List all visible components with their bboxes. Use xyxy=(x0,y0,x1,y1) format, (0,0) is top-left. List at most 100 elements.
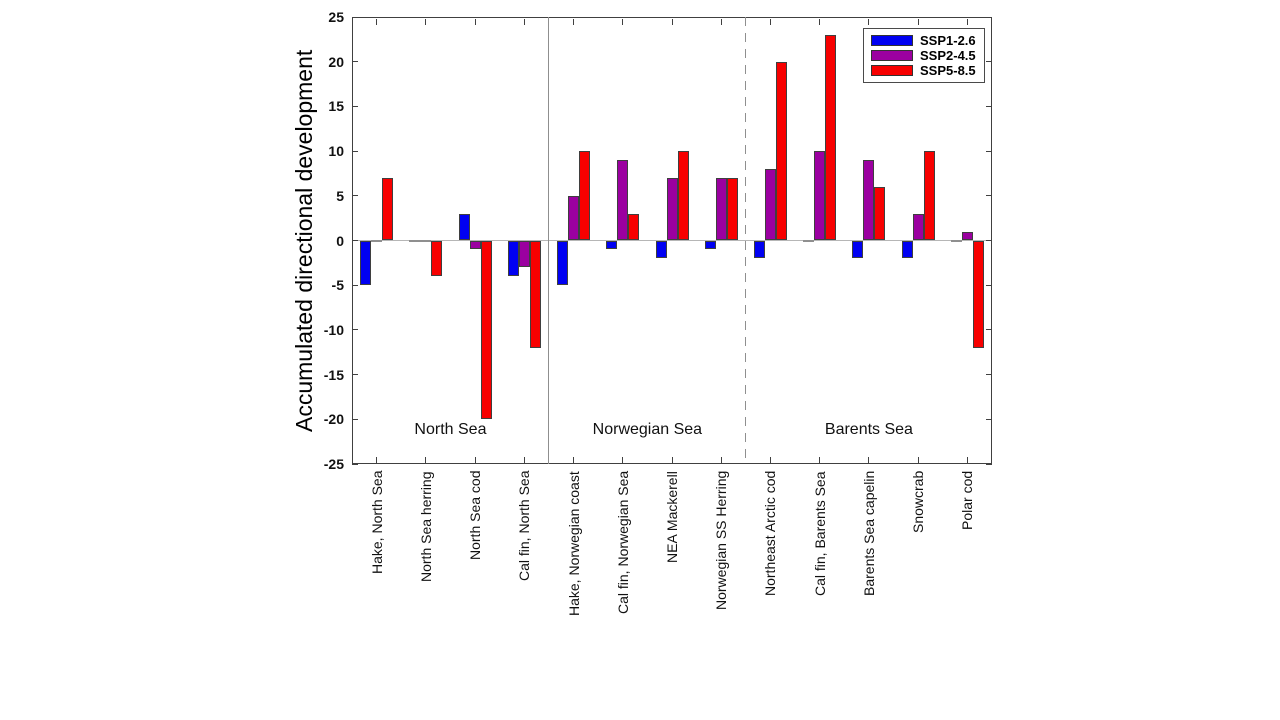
x-tick xyxy=(819,18,821,25)
bar-ssp2-4.5 xyxy=(764,168,776,241)
x-tick xyxy=(917,18,919,25)
x-tick xyxy=(769,456,771,463)
region-label: Barents Sea xyxy=(824,421,913,438)
x-tick xyxy=(523,18,525,25)
x-tick xyxy=(671,456,673,463)
region-label: Norwegian Sea xyxy=(592,421,703,438)
y-tick-label: -20 xyxy=(323,411,344,428)
x-category-label: Cal fin, North Sea xyxy=(516,471,533,582)
y-tick xyxy=(986,418,992,420)
y-tick xyxy=(352,329,358,331)
bar-zero xyxy=(371,239,383,242)
y-tick-label: 10 xyxy=(328,143,344,160)
bar-ssp2-4.5 xyxy=(568,195,580,241)
bar-ssp1-2.6 xyxy=(458,213,470,241)
bar-ssp1-2.6 xyxy=(606,240,618,250)
y-tick xyxy=(352,61,358,63)
bar-ssp5-8.5 xyxy=(825,34,837,241)
legend-row: SSP5-8.5 xyxy=(871,63,984,78)
legend-label: SSP2-4.5 xyxy=(920,48,976,63)
y-tick xyxy=(986,374,992,376)
zero-line xyxy=(352,239,992,242)
y-tick xyxy=(352,418,358,420)
x-tick xyxy=(474,18,476,25)
bar-ssp1-2.6 xyxy=(360,240,372,286)
bar-ssp1-2.6 xyxy=(557,240,569,286)
y-tick xyxy=(352,105,358,107)
y-tick xyxy=(352,463,358,465)
x-tick xyxy=(376,18,378,25)
y-tick xyxy=(352,284,358,286)
bar-ssp5-8.5 xyxy=(775,61,787,241)
legend-label: SSP5-8.5 xyxy=(920,63,976,78)
bar-zero xyxy=(420,239,432,242)
bar-ssp5-8.5 xyxy=(972,240,984,348)
y-tick xyxy=(986,463,992,465)
x-category-label: Polar cod xyxy=(959,471,976,531)
x-tick xyxy=(523,456,525,463)
bar-ssp5-8.5 xyxy=(628,213,640,241)
y-tick-label: 15 xyxy=(328,98,344,115)
bar-ssp1-2.6 xyxy=(704,240,716,250)
region-label: North Sea xyxy=(414,421,487,438)
bar-ssp5-8.5 xyxy=(529,240,541,348)
x-category-label: North Sea cod xyxy=(467,471,484,561)
legend-swatch-ssp5 xyxy=(871,65,913,76)
y-tick xyxy=(986,150,992,152)
y-tick xyxy=(986,195,992,197)
bar-zero xyxy=(409,239,421,242)
bar-ssp2-4.5 xyxy=(469,240,481,250)
bar-zero xyxy=(803,239,815,242)
y-tick-label: -5 xyxy=(331,277,344,294)
bar-ssp5-8.5 xyxy=(726,177,738,241)
y-tick xyxy=(352,16,358,18)
x-tick xyxy=(819,456,821,463)
bar-ssp5-8.5 xyxy=(874,186,886,241)
bar-ssp5-8.5 xyxy=(579,151,591,241)
x-category-label: NEA Mackerell xyxy=(664,471,680,563)
y-tick xyxy=(986,16,992,18)
x-tick xyxy=(573,18,575,25)
x-tick xyxy=(917,456,919,463)
x-tick xyxy=(966,18,968,25)
bar-ssp1-2.6 xyxy=(655,240,667,259)
x-category-label: Northeast Arctic cod xyxy=(762,471,779,597)
x-tick xyxy=(622,456,624,463)
y-tick-label: 5 xyxy=(336,187,344,204)
bar-ssp2-4.5 xyxy=(715,177,727,241)
region-separator-dashed xyxy=(745,17,747,464)
x-tick xyxy=(868,456,870,463)
x-tick xyxy=(425,18,427,25)
x-category-label: Norwegian SS Herring xyxy=(713,471,730,611)
y-tick xyxy=(986,105,992,107)
bar-ssp5-8.5 xyxy=(480,240,492,420)
x-tick xyxy=(769,18,771,25)
x-category-label: Cal fin, Barents Sea xyxy=(811,471,828,596)
x-tick xyxy=(474,456,476,463)
y-tick-label: -25 xyxy=(323,456,344,472)
legend-row: SSP2-4.5 xyxy=(871,48,984,63)
bar-ssp1-2.6 xyxy=(753,240,765,259)
y-tick-label: 25 xyxy=(328,9,344,25)
y-tick xyxy=(986,284,992,286)
bar-ssp2-4.5 xyxy=(814,151,826,241)
bar-ssp5-8.5 xyxy=(923,151,935,241)
x-tick xyxy=(376,456,378,463)
x-tick xyxy=(622,18,624,25)
bar-ssp5-8.5 xyxy=(431,240,443,277)
bar-ssp1-2.6 xyxy=(901,240,913,259)
x-tick xyxy=(573,456,575,463)
bar-zero xyxy=(950,239,962,242)
bar-ssp5-8.5 xyxy=(677,151,689,241)
y-tick xyxy=(986,329,992,331)
bar-ssp2-4.5 xyxy=(617,160,629,241)
x-tick xyxy=(720,18,722,25)
bar-ssp2-4.5 xyxy=(912,213,924,241)
y-tick-label: 20 xyxy=(328,53,344,70)
y-tick xyxy=(352,195,358,197)
legend-row: SSP1-2.6 xyxy=(871,33,984,48)
y-tick xyxy=(352,374,358,376)
legend: SSP1-2.6 SSP2-4.5 SSP5-8.5 xyxy=(863,28,985,83)
y-tick xyxy=(986,61,992,63)
